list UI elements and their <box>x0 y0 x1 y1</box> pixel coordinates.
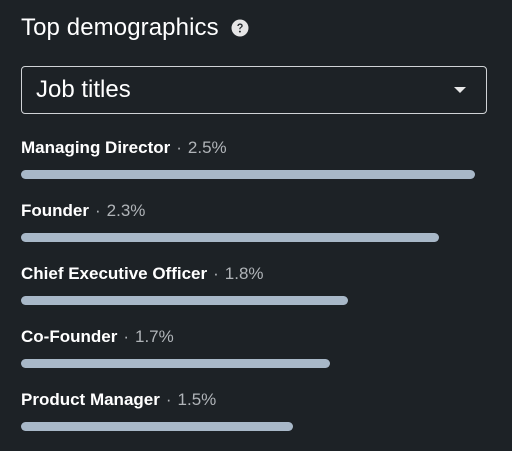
demographic-item-founder: Founder · 2.3% <box>21 199 491 262</box>
demographic-bar-track <box>21 170 481 179</box>
demographic-bar-track <box>21 296 481 305</box>
separator: · <box>165 390 172 409</box>
demographic-percent: 1.7% <box>135 327 174 346</box>
demographic-percent: 1.5% <box>177 390 217 409</box>
demographic-label: Product Manager · 1.5% <box>21 388 491 412</box>
demographic-name: Co-Founder <box>21 327 118 346</box>
demographic-bar <box>21 296 348 305</box>
separator: · <box>213 264 219 283</box>
demographic-name: Product Manager <box>21 390 160 409</box>
demographic-item-product-manager: Product Manager · 1.5% <box>21 388 491 451</box>
question-circle-icon[interactable] <box>231 19 249 37</box>
demographic-label: Chief Executive Officer · 1.8% <box>21 262 491 286</box>
demographic-item-chief-executive-officer: Chief Executive Officer · 1.8% <box>21 262 491 325</box>
caret-down-icon <box>454 87 466 93</box>
select-value: Job titles <box>36 76 131 103</box>
section-header: Top demographics <box>21 14 249 42</box>
demographic-bar-track <box>21 359 481 368</box>
separator: · <box>123 327 129 346</box>
separator: · <box>176 138 182 157</box>
demographic-bar <box>21 170 475 179</box>
demographic-bar-track <box>21 422 481 431</box>
demographic-percent: 2.5% <box>187 138 227 157</box>
demographic-name: Managing Director <box>21 138 171 157</box>
section-title: Top demographics <box>21 14 219 41</box>
demographic-bar <box>21 359 330 368</box>
demographic-item-managing-director: Managing Director · 2.5% <box>21 136 491 199</box>
demographic-percent: 2.3% <box>106 201 146 220</box>
demographic-bar-track <box>21 233 481 242</box>
demographic-name: Chief Executive Officer <box>21 264 208 283</box>
demographic-label: Managing Director · 2.5% <box>21 136 491 160</box>
demographic-type-select[interactable]: Job titles <box>21 66 487 114</box>
demographic-item-co-founder: Co-Founder · 1.7% <box>21 325 491 388</box>
demographic-percent: 1.8% <box>224 264 264 283</box>
demographic-name: Founder <box>21 201 89 220</box>
demographic-label: Co-Founder · 1.7% <box>21 325 491 349</box>
demographic-label: Founder · 2.3% <box>21 199 491 223</box>
demographic-bar <box>21 422 293 431</box>
separator: · <box>95 201 101 220</box>
demographics-list: Managing Director · 2.5% Founder · 2.3% Chie… <box>21 136 491 451</box>
demographic-bar <box>21 233 439 242</box>
